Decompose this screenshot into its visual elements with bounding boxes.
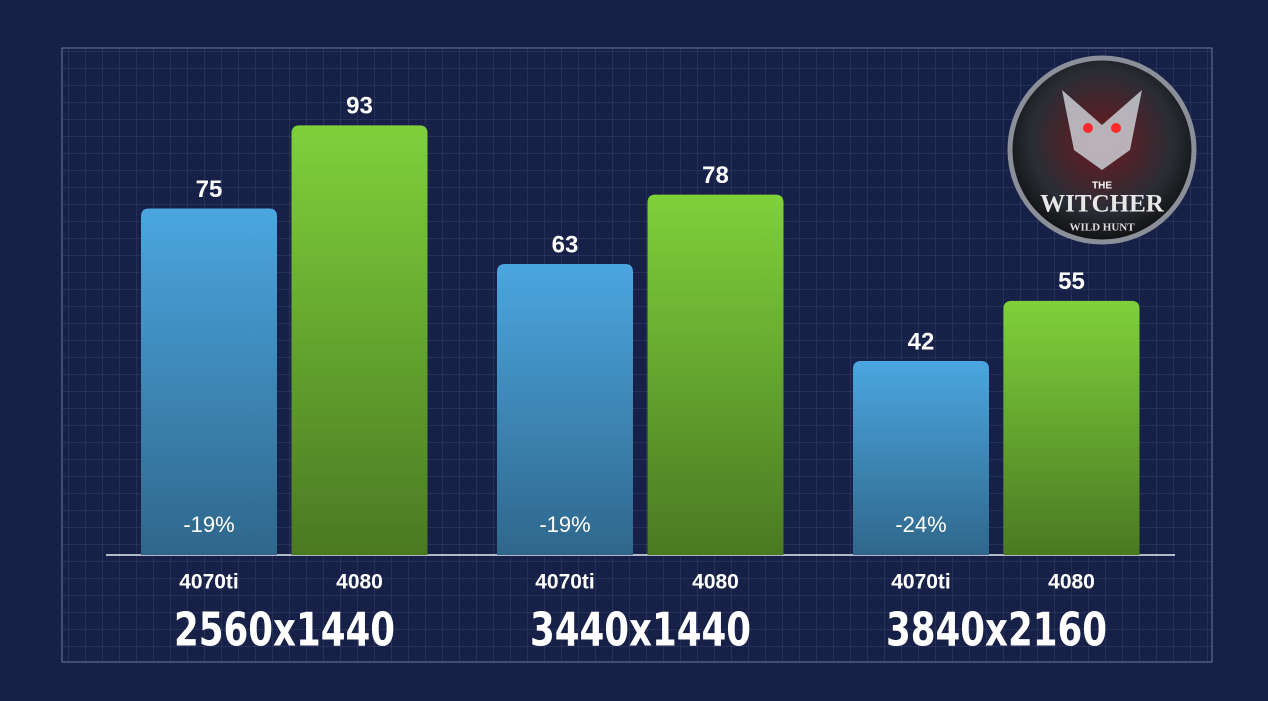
series-label: 4080 [336, 571, 383, 594]
value-label: 75 [196, 176, 223, 203]
bar [291, 125, 428, 555]
bar [497, 263, 633, 555]
logo-text: THE [1092, 181, 1112, 192]
bar [647, 194, 784, 555]
x-tick-label: 2560x1440 [174, 604, 395, 658]
bar [1003, 300, 1140, 555]
bar [141, 208, 277, 555]
value-label: 42 [908, 328, 935, 355]
bar-annotation: -19% [183, 512, 234, 537]
value-label: 63 [552, 231, 579, 258]
x-tick-label: 3840x2160 [886, 604, 1107, 658]
series-label: 4070ti [179, 571, 239, 594]
value-label: 78 [702, 162, 729, 189]
logo-text: WILD HUNT [1069, 222, 1135, 234]
logo-text: WITCHER [1040, 191, 1165, 218]
series-label: 4070ti [891, 571, 951, 594]
logo-eye [1083, 123, 1093, 133]
bar-annotation: -19% [539, 512, 590, 537]
bar [853, 360, 989, 555]
series-label: 4080 [1048, 571, 1095, 594]
value-label: 55 [1058, 268, 1085, 295]
series-label: 4080 [692, 571, 739, 594]
series-label: 4070ti [535, 571, 595, 594]
logo-eye [1111, 123, 1121, 133]
logo: THE WITCHER WILD HUNT [1007, 55, 1197, 245]
logo-wolf [1062, 90, 1142, 170]
bar-annotation: -24% [895, 512, 946, 537]
value-label: 93 [346, 93, 373, 120]
x-tick-label: 3440x1440 [530, 604, 751, 658]
